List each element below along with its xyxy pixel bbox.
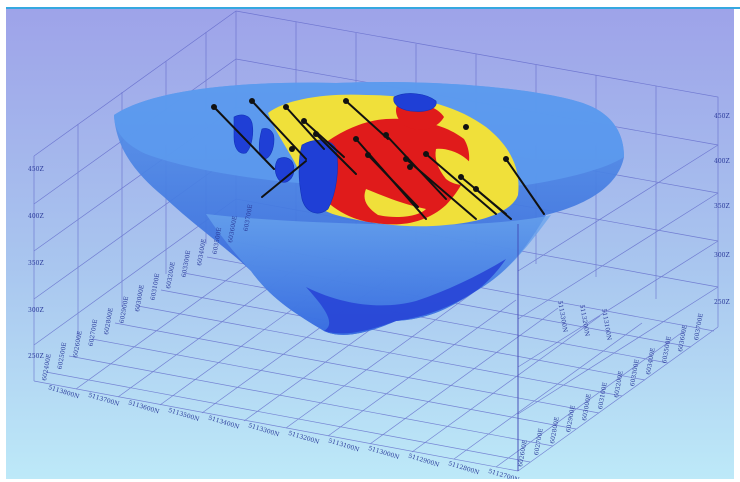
easting-label: 602700E: [533, 428, 545, 456]
easting-label: 603700E: [693, 313, 705, 341]
easting-label: 603000E: [134, 284, 146, 312]
elevation-label: 250Z: [714, 299, 730, 306]
easting-label: 603200E: [613, 370, 625, 398]
easting-label: 603400E: [645, 347, 657, 375]
easting-label: 603400E: [196, 238, 208, 266]
elevation-label: 350Z: [714, 203, 730, 210]
elevation-label: 350Z: [28, 260, 44, 267]
easting-label: 603500E: [661, 336, 673, 364]
left-easting-labels: 602400E 602500E 602600E 602700E 602800E 60290…: [41, 204, 254, 382]
easting-label: 602600E: [72, 330, 84, 358]
easting-label: 602900E: [565, 405, 577, 433]
easting-label: 603200E: [165, 261, 177, 289]
elevation-label: 450Z: [28, 166, 44, 173]
easting-label: 603600E: [677, 324, 689, 352]
blue-pods: [233, 93, 437, 214]
drillhole-collars: [211, 98, 509, 192]
right-easting-labels: 602600E 602700E 602800E 602900E 603000E 60310…: [517, 313, 705, 468]
easting-label: 603300E: [181, 250, 193, 278]
easting-label: 602800E: [549, 416, 561, 444]
top-strip: [0, 0, 740, 8]
easting-label: 602700E: [88, 319, 100, 347]
elevation-label: 400Z: [28, 213, 44, 220]
right-elevation-labels: 450Z 400Z 350Z 300Z 250Z: [714, 113, 730, 306]
northing-label: 5112700N: [487, 468, 520, 479]
elevation-label: 300Z: [714, 252, 730, 259]
easting-label: 603700E: [243, 204, 255, 232]
left-strip: [0, 0, 6, 482]
easting-label: 603300E: [629, 359, 641, 387]
left-elevation-labels: 450Z 400Z 350Z 300Z 250Z: [28, 166, 44, 360]
easting-label: 602600E: [517, 439, 529, 467]
easting-label: 603600E: [227, 215, 239, 243]
elevation-label: 250Z: [28, 353, 44, 360]
easting-label: 603100E: [150, 273, 162, 301]
elevation-label: 450Z: [714, 113, 730, 120]
top-accent-line: [0, 7, 740, 9]
easting-label: 603500E: [212, 227, 224, 255]
3d-orebody-pit-view: 450Z 400Z 350Z 300Z 250Z 450Z 400Z 350Z 300Z 250…: [6, 9, 734, 479]
elevation-label: 300Z: [28, 307, 44, 314]
easting-label: 602400E: [41, 353, 53, 381]
easting-label: 602900E: [119, 296, 131, 324]
easting-label: 602500E: [57, 342, 69, 370]
easting-label: 603100E: [597, 382, 609, 410]
easting-label: 603000E: [581, 393, 593, 421]
easting-label: 602800E: [103, 307, 115, 335]
elevation-label: 400Z: [714, 158, 730, 165]
